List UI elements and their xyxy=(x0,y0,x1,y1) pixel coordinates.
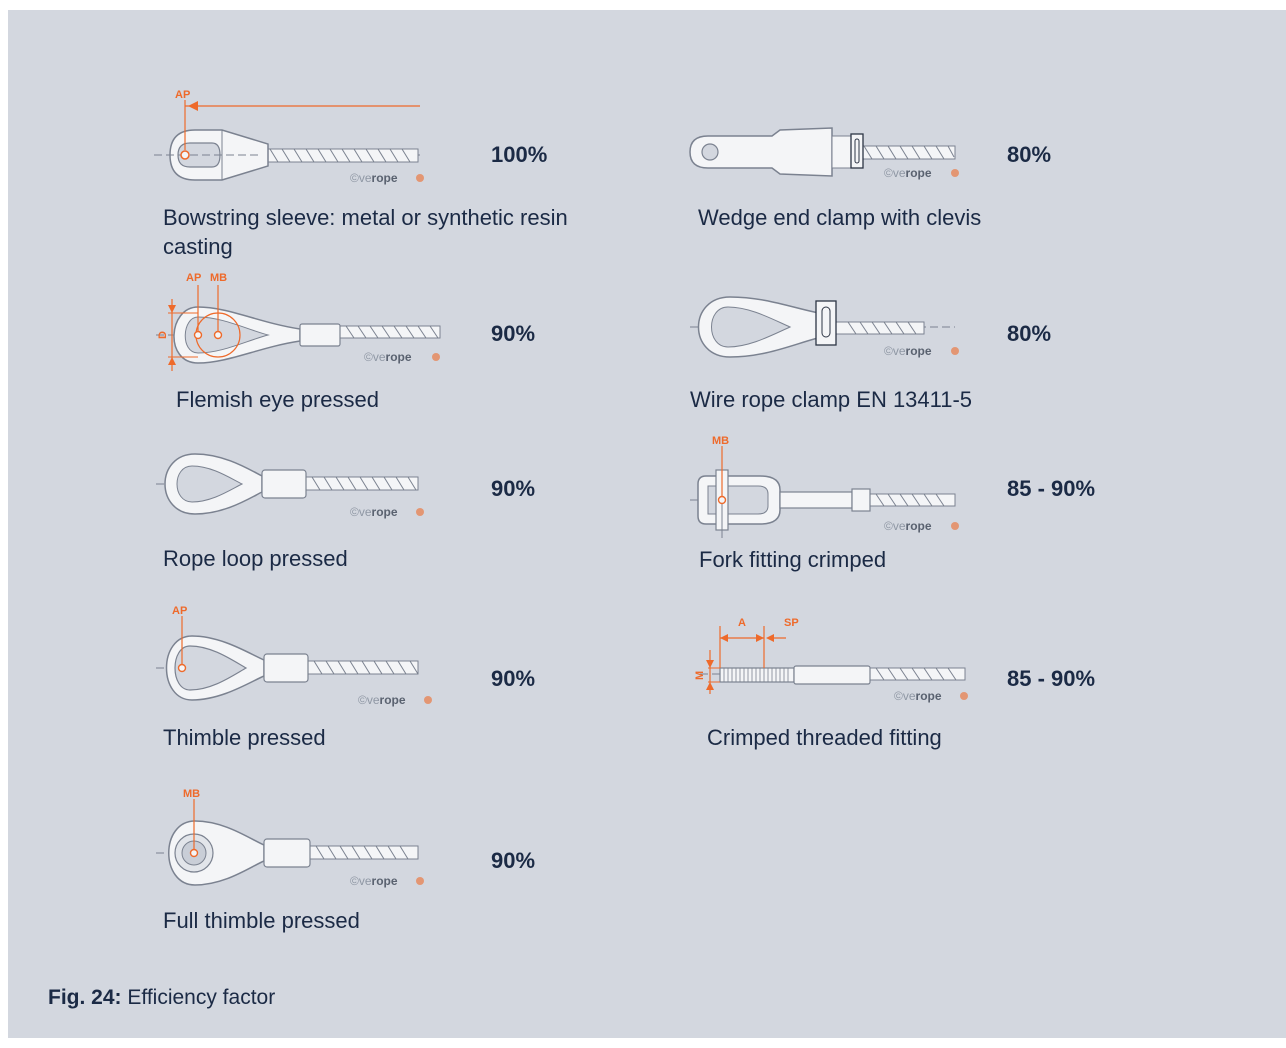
thimble-illustration: AP ©verope xyxy=(156,605,432,707)
verope-copyright: ©verope xyxy=(350,505,398,519)
mb-marker: MB xyxy=(210,272,227,284)
verope-copyright: ©verope xyxy=(350,874,398,888)
label-thimble: Thimble pressed xyxy=(163,725,326,750)
label-flemish-eye: Flemish eye pressed xyxy=(176,387,379,412)
sp-marker: SP xyxy=(784,617,799,629)
efficiency-bowstring-sleeve: 100% xyxy=(491,142,548,167)
figure-number: Fig. 24: xyxy=(48,986,122,1009)
mb-marker: MB xyxy=(712,435,729,447)
fork-fitting-illustration: MB ©verope xyxy=(690,435,959,538)
efficiency-threaded-fitting: 85 - 90% xyxy=(1007,666,1096,691)
verope-copyright: ©verope xyxy=(364,350,412,364)
label-threaded-fitting: Crimped threaded fitting xyxy=(707,725,942,750)
verope-copyright: ©verope xyxy=(358,693,406,707)
efficiency-thimble: 90% xyxy=(491,666,536,691)
wedge-clamp-illustration: ©verope xyxy=(689,127,959,180)
efficiency-wedge-clamp: 80% xyxy=(1007,142,1052,167)
m-marker: M xyxy=(694,671,706,680)
wire-rope-clamp-illustration: ©verope xyxy=(690,296,959,358)
figure-title: Efficiency factor xyxy=(127,986,276,1009)
full-thimble-illustration: MB ©verope xyxy=(156,788,424,888)
flemish-eye-illustration: AP MB D ©verope xyxy=(156,272,441,371)
mb-marker: MB xyxy=(183,788,200,800)
label-full-thimble: Full thimble pressed xyxy=(163,908,360,933)
efficiency-wire-rope-clamp: 80% xyxy=(1007,321,1052,346)
bowstring-sleeve-illustration: AP ©verope xyxy=(154,89,424,185)
ap-marker: AP xyxy=(186,272,201,284)
label-rope-loop: Rope loop pressed xyxy=(163,546,348,571)
a-marker: A xyxy=(738,617,746,629)
efficiency-full-thimble: 90% xyxy=(491,848,536,873)
threaded-fitting-illustration: A SP M ©verope xyxy=(694,617,968,703)
ap-marker: AP xyxy=(172,605,187,617)
efficiency-rope-loop: 90% xyxy=(491,476,536,501)
d-marker: D xyxy=(157,331,169,339)
label-bowstring-sleeve: Bowstring sleeve: metal or synthetic res… xyxy=(163,205,568,259)
label-wedge-clamp: Wedge end clamp with clevis xyxy=(698,205,982,230)
figure-caption: Fig. 24: Efficiency factor xyxy=(48,986,275,1010)
label-wire-rope-clamp: Wire rope clamp EN 13411-5 xyxy=(690,387,973,412)
label-fork-fitting: Fork fitting crimped xyxy=(699,547,887,572)
efficiency-fork-fitting: 85 - 90% xyxy=(1007,476,1096,501)
verope-copyright: ©verope xyxy=(884,344,932,358)
rope-loop-illustration: ©verope xyxy=(156,453,424,519)
verope-copyright: ©verope xyxy=(884,166,932,180)
verope-copyright: ©verope xyxy=(894,689,942,703)
verope-copyright: ©verope xyxy=(350,171,398,185)
efficiency-flemish-eye: 90% xyxy=(491,321,536,346)
ap-marker: AP xyxy=(175,89,190,101)
verope-copyright: ©verope xyxy=(884,519,932,533)
